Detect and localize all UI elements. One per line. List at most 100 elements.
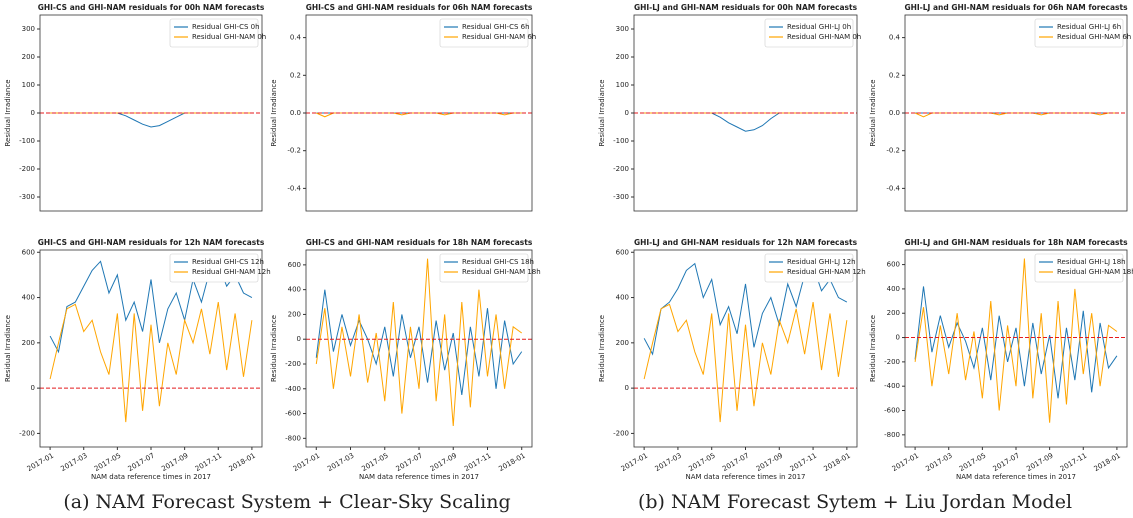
y-tick-label: 200 [22,53,35,61]
y-tick-label: 300 [22,25,35,33]
legend-box [439,18,529,48]
x-tick-label: 2017-05 [93,452,122,474]
caption: (a) NAM Forecast System + Clear-Sky Scal… [63,491,510,513]
y-tick-label: 0.2 [290,71,301,79]
y-tick-label: -400 [884,382,900,390]
legend-label: Residual GHI-LJ 6h [1057,23,1121,31]
x-tick-label: 2018-01 [823,452,852,474]
y-axis-label: Residual Irradiance [598,315,606,382]
y-tick-label: -0.2 [886,147,900,155]
chart-title: GHI-CS and GHI-NAM residuals for 12h NAM… [38,238,265,247]
y-axis-label: Residual Irradiance [869,79,877,146]
x-tick-label: 2017-09 [1025,452,1054,474]
chart-title: GHI-CS and GHI-NAM residuals for 06h NAM… [306,3,533,12]
y-tick-label: -0.2 [287,147,301,155]
y-tick-label: 100 [616,81,629,89]
legend-box [439,253,529,283]
legend-label: Residual GHI-LJ 0h [787,23,851,31]
x-tick-label: 2017-03 [59,452,88,474]
legend-label: Residual GHI-NAM 6h [462,33,536,41]
y-axis-label: Residual Irradiance [869,315,877,382]
y-tick-label: 200 [22,339,35,347]
plot-area [914,112,1117,118]
legend-box [1034,18,1124,48]
y-tick-label: -800 [884,431,900,439]
x-tick-label: 2017-09 [429,452,458,474]
chart-title: GHI-CS and GHI-NAM residuals for 18h NAM… [306,238,533,247]
chart-title: GHI-LJ and GHI-NAM residuals for 18h NAM… [904,238,1128,247]
x-tick-label: 2017-03 [326,452,355,474]
y-tick-label: -800 [285,434,301,442]
caption: (b) NAM Forecast Sytem + Liu Jordan Mode… [638,491,1072,513]
y-tick-label: -200 [19,165,35,173]
x-tick-label: 2017-11 [463,452,492,474]
x-tick-label: 2017-05 [360,452,389,474]
y-tick-label: 0 [896,334,900,342]
y-tick-label: 0.0 [889,109,900,117]
legend-box [1034,253,1124,283]
legend-label: Residual GHI-NAM 12h [192,268,271,276]
plot-area [49,260,253,423]
y-tick-label: -200 [19,429,35,437]
series-line [643,301,848,423]
y-axis-label: Residual Irradiance [4,79,12,146]
legend-label: Residual GHI-CS 6h [462,23,530,31]
axes-frame [39,249,263,448]
series-line [644,112,847,132]
y-tick-label: 0 [31,109,35,117]
x-tick-label: 2017-01 [891,452,920,474]
x-axis-label: NAM data reference times in 2017 [956,473,1076,481]
legend-label: Residual GHI-CS 12h [192,258,264,266]
y-tick-label: 0.4 [889,34,901,42]
chart-title: GHI-LJ and GHI-NAM residuals for 12h NAM… [634,238,858,247]
y-tick-label: 400 [616,294,629,302]
y-tick-label: 200 [887,309,900,317]
series-line [914,286,1118,399]
y-axis-label: Residual Irradiance [598,79,606,146]
legend-label: Residual GHI-NAM 12h [787,268,866,276]
x-tick-label: 2017-03 [924,452,953,474]
legend-label: Residual GHI-NAM 18h [1057,268,1133,276]
chart-title: GHI-LJ and GHI-NAM residuals for 06h NAM… [904,3,1128,12]
x-tick-label: 2018-01 [1093,452,1122,474]
y-axis-label: Residual Irradiance [270,79,278,146]
axes-frame [904,14,1128,212]
axes-frame [305,14,533,212]
y-tick-label: 200 [616,339,629,347]
x-tick-label: 2017-01 [620,452,649,474]
y-tick-label: 0.0 [290,109,301,117]
y-tick-label: 300 [616,25,629,33]
y-tick-label: 600 [22,248,35,256]
y-tick-label: 400 [22,294,35,302]
x-axis-label: NAM data reference times in 2017 [359,473,479,481]
axes-frame [633,249,858,448]
x-tick-label: 2018-01 [228,452,257,474]
y-axis-label: Residual Irradiance [270,315,278,382]
x-axis-label: NAM data reference times in 2017 [685,473,805,481]
y-tick-label: 100 [22,81,35,89]
chart-title: GHI-LJ and GHI-NAM residuals for 00h NAM… [634,3,858,12]
axes-frame [904,249,1128,448]
y-tick-label: 400 [288,286,301,294]
y-tick-label: 0 [625,109,629,117]
x-tick-label: 2017-05 [687,452,716,474]
y-tick-label: 200 [616,53,629,61]
axes-frame [39,14,263,212]
legend-label: Residual GHI-NAM 0h [787,33,861,41]
legend-label: Residual GHI-NAM 18h [462,268,541,276]
plot-area [644,112,847,132]
series-line [315,258,523,426]
plot-area [643,262,848,423]
legend-label: Residual GHI-NAM 6h [1057,33,1131,41]
series-line [914,112,1117,118]
y-tick-label: -600 [884,407,900,415]
series-line [50,112,252,128]
x-tick-label: 2017-07 [127,452,156,474]
x-axis-label: NAM data reference times in 2017 [91,473,211,481]
y-tick-label: -100 [613,137,629,145]
legend-box [169,253,259,283]
legend-box [169,18,259,48]
plot-area [315,258,523,426]
y-tick-label: -100 [19,137,35,145]
